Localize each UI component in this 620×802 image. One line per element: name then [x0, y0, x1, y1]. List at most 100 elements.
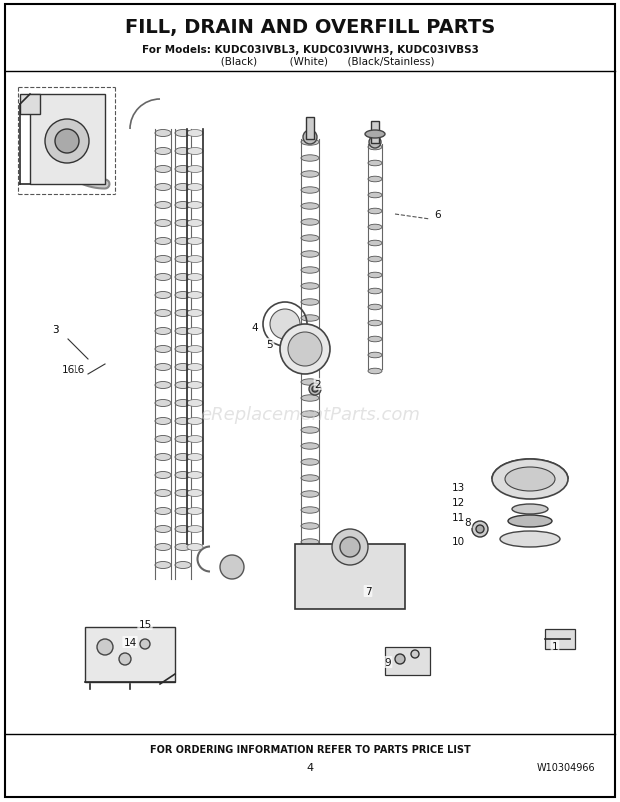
Text: 4: 4: [306, 762, 314, 772]
Ellipse shape: [301, 507, 319, 513]
Ellipse shape: [500, 532, 560, 547]
Ellipse shape: [155, 148, 171, 156]
Text: 16: 16: [71, 365, 84, 375]
Ellipse shape: [175, 148, 191, 156]
Ellipse shape: [155, 202, 171, 209]
Ellipse shape: [368, 145, 382, 151]
Ellipse shape: [175, 364, 191, 371]
Ellipse shape: [301, 236, 319, 242]
Ellipse shape: [187, 508, 203, 515]
Ellipse shape: [270, 310, 300, 339]
Ellipse shape: [301, 347, 319, 354]
Ellipse shape: [155, 238, 171, 245]
Ellipse shape: [368, 321, 382, 326]
Circle shape: [97, 639, 113, 655]
Ellipse shape: [301, 460, 319, 466]
Ellipse shape: [175, 490, 191, 497]
Ellipse shape: [175, 472, 191, 479]
Ellipse shape: [155, 544, 171, 551]
Ellipse shape: [187, 202, 203, 209]
Text: 4: 4: [252, 322, 259, 333]
Text: 13: 13: [451, 482, 464, 492]
Circle shape: [411, 650, 419, 658]
Ellipse shape: [175, 508, 191, 515]
Ellipse shape: [155, 382, 171, 389]
Ellipse shape: [187, 436, 203, 443]
Ellipse shape: [155, 131, 171, 137]
Ellipse shape: [175, 166, 191, 173]
Bar: [306, 118, 314, 140]
Circle shape: [220, 555, 244, 579]
Ellipse shape: [365, 131, 385, 139]
Ellipse shape: [175, 346, 191, 353]
Ellipse shape: [301, 331, 319, 338]
Ellipse shape: [301, 156, 319, 162]
Bar: [85, 627, 175, 683]
Ellipse shape: [301, 395, 319, 402]
Ellipse shape: [155, 310, 171, 317]
Ellipse shape: [155, 561, 171, 569]
Ellipse shape: [155, 166, 171, 173]
Ellipse shape: [368, 177, 382, 183]
Ellipse shape: [187, 544, 203, 551]
Ellipse shape: [155, 346, 171, 353]
Ellipse shape: [505, 468, 555, 492]
Ellipse shape: [187, 346, 203, 353]
Ellipse shape: [175, 202, 191, 209]
Ellipse shape: [301, 267, 319, 273]
Text: 6: 6: [435, 210, 441, 220]
Ellipse shape: [301, 188, 319, 194]
Ellipse shape: [175, 221, 191, 227]
Ellipse shape: [187, 131, 203, 137]
Ellipse shape: [175, 544, 191, 551]
Ellipse shape: [175, 454, 191, 461]
Ellipse shape: [301, 172, 319, 178]
Ellipse shape: [301, 220, 319, 226]
Ellipse shape: [368, 289, 382, 294]
Text: 7: 7: [365, 586, 371, 596]
Ellipse shape: [301, 476, 319, 481]
Ellipse shape: [301, 427, 319, 434]
Ellipse shape: [368, 209, 382, 214]
Ellipse shape: [175, 292, 191, 299]
Ellipse shape: [187, 382, 203, 389]
Ellipse shape: [175, 256, 191, 263]
Ellipse shape: [368, 225, 382, 230]
Ellipse shape: [301, 252, 319, 258]
Ellipse shape: [175, 274, 191, 282]
Circle shape: [303, 131, 317, 145]
Ellipse shape: [288, 333, 322, 367]
Ellipse shape: [301, 523, 319, 529]
Ellipse shape: [368, 241, 382, 246]
Ellipse shape: [301, 204, 319, 210]
Ellipse shape: [368, 353, 382, 358]
Text: W10304966: W10304966: [536, 762, 595, 772]
Ellipse shape: [175, 328, 191, 335]
Ellipse shape: [187, 184, 203, 191]
Ellipse shape: [187, 472, 203, 479]
Circle shape: [395, 654, 405, 664]
Ellipse shape: [155, 292, 171, 299]
Ellipse shape: [175, 436, 191, 443]
Ellipse shape: [187, 418, 203, 425]
Ellipse shape: [175, 131, 191, 137]
Ellipse shape: [155, 400, 171, 407]
Ellipse shape: [301, 555, 319, 561]
Ellipse shape: [187, 274, 203, 282]
Text: 14: 14: [123, 638, 136, 647]
Ellipse shape: [155, 490, 171, 497]
Text: 3: 3: [51, 325, 58, 334]
Ellipse shape: [368, 337, 382, 342]
Ellipse shape: [155, 221, 171, 227]
Ellipse shape: [155, 508, 171, 515]
Circle shape: [476, 525, 484, 533]
Ellipse shape: [155, 418, 171, 425]
Bar: [385, 647, 430, 675]
Text: FOR ORDERING INFORMATION REFER TO PARTS PRICE LIST: FOR ORDERING INFORMATION REFER TO PARTS …: [149, 744, 471, 754]
Ellipse shape: [187, 256, 203, 263]
Ellipse shape: [187, 148, 203, 156]
Circle shape: [55, 130, 79, 154]
Ellipse shape: [368, 161, 382, 167]
Text: FILL, DRAIN AND OVERFILL PARTS: FILL, DRAIN AND OVERFILL PARTS: [125, 18, 495, 38]
Text: 16: 16: [61, 365, 74, 375]
